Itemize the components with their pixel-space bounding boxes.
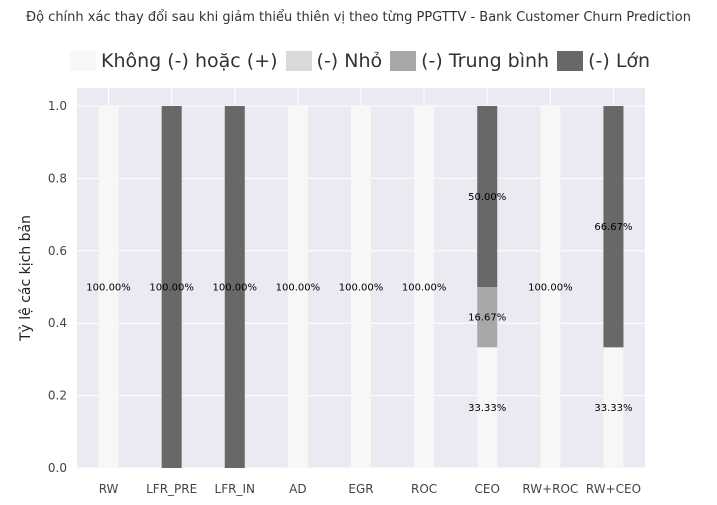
data-label: 16.67% — [468, 313, 506, 324]
x-tick-label: CEO — [475, 482, 500, 496]
legend-swatch — [70, 51, 96, 71]
y-tick-label: 0.6 — [48, 244, 67, 258]
bar-segment — [287, 106, 308, 468]
legend-item: (-) Nhỏ — [285, 50, 383, 72]
bar-segment — [477, 106, 498, 287]
legend-swatch — [557, 51, 584, 71]
legend-label: (-) Nhỏ — [316, 50, 383, 72]
x-tick-label: AD — [289, 482, 306, 496]
bar-segment — [477, 347, 498, 468]
data-label: 33.33% — [468, 403, 506, 414]
y-tick-label: 1.0 — [48, 99, 67, 113]
bar-segment — [540, 106, 561, 468]
y-tick-label: 0.8 — [48, 171, 67, 185]
x-tick-label: RW+ROC — [522, 482, 578, 496]
data-label: 33.33% — [594, 403, 632, 414]
x-axis-ticks: RW LFR_PRE LFR_IN AD EGR ROC CEO RW+ROC RW+CEO — [99, 482, 641, 496]
data-label: 100.00% — [149, 283, 194, 294]
legend-label: (-) Lớn — [588, 50, 651, 72]
y-tick-label: 0.4 — [48, 316, 67, 330]
y-axis-ticks: 0.0 0.2 0.4 0.6 0.8 1.0 — [48, 99, 67, 475]
data-label: 100.00% — [339, 283, 384, 294]
data-label: 50.00% — [468, 192, 506, 203]
legend-item: (-) Trung bình — [390, 50, 549, 72]
y-tick-label: 0.2 — [48, 389, 67, 403]
data-label: 100.00% — [276, 283, 321, 294]
x-tick-label: EGR — [348, 482, 373, 496]
data-label: 100.00% — [213, 283, 258, 294]
bar-segment — [98, 106, 119, 468]
x-tick-label: LFR_IN — [215, 482, 255, 496]
bar-segment — [351, 106, 371, 468]
x-tick-label: RW — [99, 482, 119, 496]
x-tick-label: RW+CEO — [586, 482, 641, 496]
legend-label: Không (-) hoặc (+) — [101, 50, 278, 72]
bar-segment — [161, 106, 182, 468]
bar-segment — [603, 347, 624, 468]
data-labels: 100.00% 100.00% 100.00% 100.00% 100.00% 100.0… — [86, 192, 632, 414]
data-label: 100.00% — [528, 283, 573, 294]
legend-label: (-) Trung bình — [421, 50, 550, 72]
bar-segment — [414, 106, 435, 468]
legend-swatch — [285, 51, 312, 71]
legend: Không (-) hoặc (+) (-) Nhỏ (-) Trung bình (… — [70, 46, 658, 76]
bar-segment — [603, 106, 624, 348]
data-label: 100.00% — [402, 283, 447, 294]
x-tick-label: LFR_PRE — [146, 482, 197, 496]
x-tick-label: ROC — [411, 482, 437, 496]
data-label: 100.00% — [86, 283, 131, 294]
bar-segment — [224, 106, 245, 468]
bars — [98, 106, 624, 468]
bar-segment — [477, 287, 498, 348]
legend-item: Không (-) hoặc (+) — [70, 50, 278, 72]
chart-title: Độ chính xác thay đổi sau khi giảm thiểu… — [26, 10, 691, 25]
y-tick-label: 0.0 — [48, 461, 67, 475]
y-axis-label: Tỷ lệ các kịch bản — [18, 215, 34, 342]
data-label: 66.67% — [594, 222, 632, 233]
legend-swatch — [390, 51, 417, 71]
legend-item: (-) Lớn — [557, 50, 650, 72]
